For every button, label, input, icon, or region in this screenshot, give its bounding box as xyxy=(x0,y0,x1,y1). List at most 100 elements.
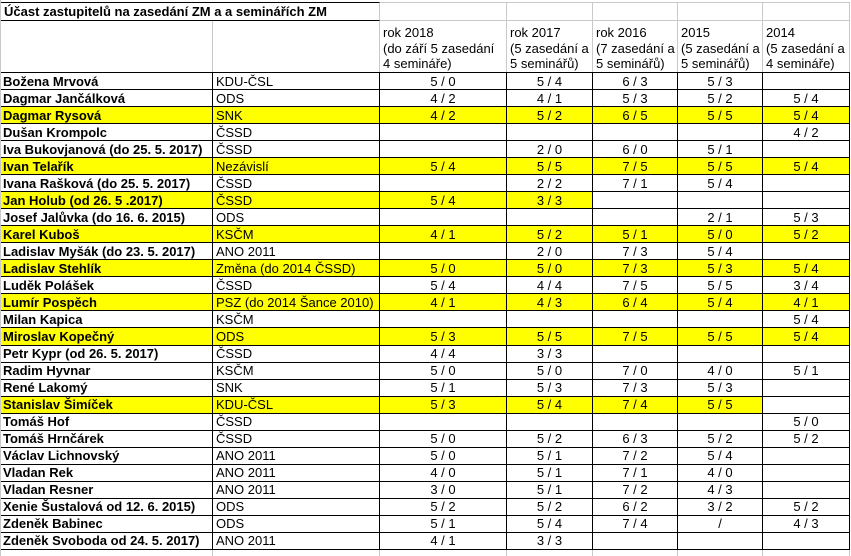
cell-value[interactable] xyxy=(763,532,850,550)
cell-value[interactable]: 5 / 3 xyxy=(678,260,763,278)
cell-value[interactable]: 4 / 0 xyxy=(678,362,763,380)
cell-party[interactable]: ČSSD xyxy=(213,124,380,142)
cell-value[interactable]: 5 / 2 xyxy=(507,226,593,244)
cell-value[interactable]: 4 / 3 xyxy=(678,481,763,499)
cell-value[interactable]: 4 / 3 xyxy=(507,294,593,312)
cell-value[interactable]: 5 / 4 xyxy=(763,260,850,278)
cell-value[interactable] xyxy=(678,413,763,431)
cell-value[interactable]: 2 / 0 xyxy=(507,141,593,159)
cell-party[interactable]: ANO 2011 xyxy=(213,532,380,550)
cell-value[interactable]: 7 / 5 xyxy=(593,277,678,295)
cell-value[interactable]: 4 / 1 xyxy=(380,532,507,550)
cell-value[interactable]: 4 / 2 xyxy=(380,90,507,108)
cell-party[interactable]: ČSSD xyxy=(213,277,380,295)
cell-value[interactable]: 5 / 5 xyxy=(678,277,763,295)
cell-value[interactable] xyxy=(380,311,507,329)
cell-value[interactable]: 5 / 0 xyxy=(380,73,507,91)
row1-cell[interactable] xyxy=(380,2,507,21)
cell-party[interactable]: KSČM xyxy=(213,362,380,380)
cell-value[interactable] xyxy=(593,192,678,210)
cell-value[interactable]: 5 / 5 xyxy=(507,158,593,176)
cell-value[interactable]: 5 / 4 xyxy=(678,447,763,465)
cell-party[interactable]: ODS xyxy=(213,209,380,227)
cell-value[interactable]: 5 / 3 xyxy=(380,328,507,346)
cell-value[interactable]: 4 / 4 xyxy=(380,345,507,363)
cell-value[interactable]: / xyxy=(678,515,763,533)
cell-name[interactable]: Vladan Rek xyxy=(0,464,213,482)
cell-value[interactable]: 5 / 1 xyxy=(763,362,850,380)
cell-value[interactable]: 6 / 2 xyxy=(593,498,678,516)
cell-value[interactable] xyxy=(763,243,850,261)
cell-value[interactable]: 7 / 4 xyxy=(593,515,678,533)
cell-party[interactable]: ODS xyxy=(213,90,380,108)
cell-value[interactable]: 5 / 3 xyxy=(763,209,850,227)
cell-value[interactable]: 2 / 2 xyxy=(507,175,593,193)
column-header-2014[interactable]: 2014 (5 zasedání a 4 semináře) xyxy=(763,21,850,72)
cell-party[interactable]: ČSSD xyxy=(213,141,380,159)
cell-value[interactable]: 2 / 1 xyxy=(678,209,763,227)
cell-name[interactable]: Ladislav Stehlík xyxy=(0,260,213,278)
cell-value[interactable]: 5 / 3 xyxy=(678,73,763,91)
cell-value[interactable] xyxy=(763,379,850,397)
cell-name[interactable]: Milan Kapica xyxy=(0,311,213,329)
cell-name[interactable]: Zdeněk Babinec xyxy=(0,515,213,533)
cell-party[interactable]: ČSSD xyxy=(213,192,380,210)
column-header-2016[interactable]: rok 2016 (7 zasedání a 5 seminářů) xyxy=(593,21,678,72)
cell-party[interactable]: ANO 2011 xyxy=(213,464,380,482)
cell-value[interactable]: 6 / 5 xyxy=(593,107,678,125)
cell-party[interactable]: Nezávislí xyxy=(213,158,380,176)
cell-value[interactable]: 4 / 4 xyxy=(507,277,593,295)
cell-value[interactable]: 5 / 0 xyxy=(678,226,763,244)
cell-name[interactable]: Xenie Šustalová od 12. 6. 2015) xyxy=(0,498,213,516)
cell-value[interactable]: 5 / 2 xyxy=(507,430,593,448)
cell-value[interactable] xyxy=(593,124,678,142)
cell-value[interactable]: 5 / 3 xyxy=(507,379,593,397)
column-header-2018[interactable]: rok 2018 (do září 5 zasedání 4 semináře) xyxy=(380,21,507,72)
cell-name[interactable]: Miroslav Kopečný xyxy=(0,328,213,346)
cell-value[interactable]: 5 / 4 xyxy=(507,396,593,414)
cell-value[interactable] xyxy=(593,345,678,363)
cell-value[interactable] xyxy=(380,243,507,261)
cell-value[interactable] xyxy=(763,481,850,499)
row1-cell[interactable] xyxy=(763,2,850,21)
cell-value[interactable] xyxy=(678,192,763,210)
cell-value[interactable]: 4 / 1 xyxy=(507,90,593,108)
cell-name[interactable]: René Lakomý xyxy=(0,379,213,397)
cell-value[interactable]: 5 / 4 xyxy=(678,175,763,193)
cell-name[interactable]: Josef Jalůvka (do 16. 6. 2015) xyxy=(0,209,213,227)
cell-value[interactable]: 5 / 2 xyxy=(507,498,593,516)
column-header-2017[interactable]: rok 2017 (5 zasedání a 5 seminářů) xyxy=(507,21,593,72)
cell-value[interactable]: 5 / 1 xyxy=(507,464,593,482)
cell-value[interactable]: 5 / 1 xyxy=(593,226,678,244)
cell-value[interactable]: 5 / 1 xyxy=(507,481,593,499)
cell-value[interactable]: 5 / 4 xyxy=(763,328,850,346)
cell-party[interactable]: ČSSD xyxy=(213,345,380,363)
cell-value[interactable]: 5 / 3 xyxy=(380,396,507,414)
column-header-2015[interactable]: 2015 (5 zasedání a 5 seminářů) xyxy=(678,21,763,72)
cell-value[interactable] xyxy=(380,209,507,227)
cell-value[interactable]: 5 / 2 xyxy=(507,107,593,125)
cell-value[interactable]: 3 / 3 xyxy=(507,345,593,363)
row1-cell[interactable] xyxy=(507,2,593,21)
cell-value[interactable]: 4 / 0 xyxy=(678,464,763,482)
cell-value[interactable]: 5 / 1 xyxy=(507,447,593,465)
cell-party[interactable]: KSČM xyxy=(213,311,380,329)
cell-party[interactable]: ODS xyxy=(213,328,380,346)
cell-value[interactable]: 5 / 4 xyxy=(678,243,763,261)
cell-value[interactable]: 7 / 3 xyxy=(593,260,678,278)
cell-name[interactable]: Petr Kypr (od 26. 5. 2017) xyxy=(0,345,213,363)
cell-value[interactable]: 3 / 3 xyxy=(507,192,593,210)
cell-name[interactable]: Václav Lichnovský xyxy=(0,447,213,465)
cell-value[interactable] xyxy=(380,413,507,431)
cell-value[interactable] xyxy=(593,209,678,227)
cell-value[interactable] xyxy=(678,311,763,329)
cell-value[interactable] xyxy=(763,141,850,159)
cell-party[interactable]: ČSSD xyxy=(213,430,380,448)
cell-name[interactable]: Tomáš Hrnčárek xyxy=(0,430,213,448)
cell-name[interactable]: Karel Kuboš xyxy=(0,226,213,244)
cell-value[interactable]: 7 / 3 xyxy=(593,243,678,261)
cell-value[interactable]: 5 / 0 xyxy=(507,362,593,380)
cell-party[interactable]: ČSSD xyxy=(213,413,380,431)
cell-party[interactable]: PSZ (do 2014 Šance 2010) xyxy=(213,294,380,312)
cell-value[interactable]: 5 / 0 xyxy=(380,447,507,465)
